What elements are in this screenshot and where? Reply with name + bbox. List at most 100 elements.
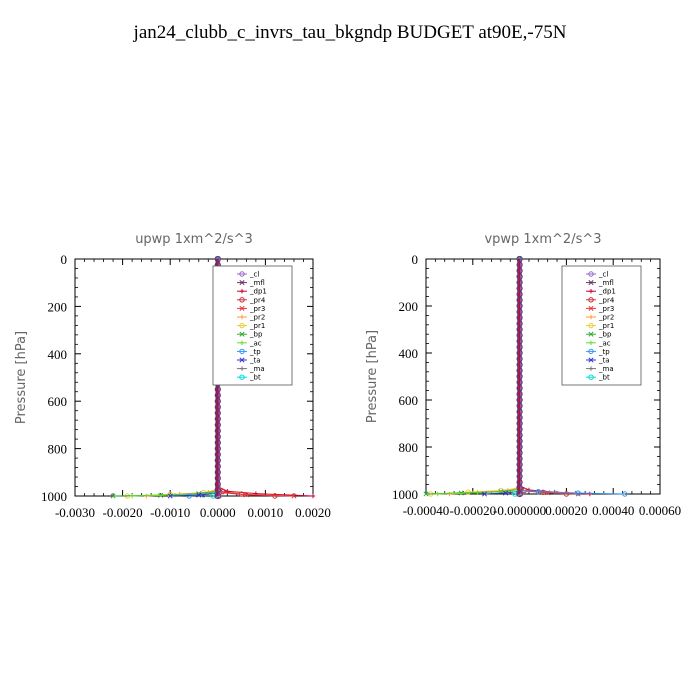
zero-profile-point-1-32 — [516, 443, 523, 451]
y-tick-label-0-0: 0 — [61, 252, 68, 267]
x-tick-label-0-5: 0.0020 — [295, 505, 331, 520]
series-line-0-10 — [170, 259, 219, 497]
y-tick-label-1-1: 200 — [399, 299, 419, 314]
zero-profile-point-1-27 — [516, 414, 523, 421]
zero-profile-point-1-3 — [516, 273, 523, 280]
zero-profile-point-1-8 — [516, 302, 523, 310]
series-point-0-8-1 — [172, 492, 178, 498]
zero-profile-point-1-26 — [516, 408, 523, 415]
y-tick-label-0-1: 200 — [48, 299, 68, 314]
legend-label-1-5: _pr2 — [598, 314, 614, 322]
legend-label-0-2: _dp1 — [249, 288, 267, 296]
zero-profile-point-0-35 — [214, 463, 221, 470]
zero-profile-point-1-20 — [516, 373, 523, 380]
series-point-1-9-1 — [575, 490, 581, 496]
legend-label-0-6: _pr1 — [249, 322, 265, 330]
series-point-1-10-1 — [503, 490, 509, 496]
series-point-0-10-0 — [167, 493, 173, 499]
zero-profile-point-0-22 — [214, 386, 221, 393]
legend-label-1-10: _ta — [598, 357, 610, 365]
legend-marker-0-2 — [239, 289, 245, 294]
zero-profile-point-1-17 — [516, 355, 523, 362]
x-tick-label-1-5: 0.00060 — [639, 503, 681, 518]
zero-profile-point-0-23 — [214, 392, 221, 399]
zero-profile-point-1-35 — [516, 461, 523, 468]
y-tick-label-0-4: 800 — [48, 442, 68, 457]
legend-box-0 — [212, 265, 293, 386]
zero-profile-point-1-14 — [516, 338, 523, 345]
series-point-0-8-0 — [129, 493, 135, 499]
x-tick-label-0-3: 0.0000 — [200, 505, 236, 520]
zero-profile-point-1-1 — [516, 261, 523, 268]
zero-profile-point-1-36 — [516, 467, 523, 474]
zero-profile-point-1-30 — [516, 432, 523, 439]
series-line-1-5 — [449, 259, 521, 495]
legend-marker-1-0 — [588, 271, 594, 277]
zero-profile-point-1-21 — [516, 379, 523, 386]
x-tick-label-1-0: -0.00040 — [403, 503, 450, 518]
x-tick-label-0-0: -0.0030 — [55, 505, 95, 520]
zero-profile-point-0-39 — [214, 486, 221, 494]
legend-marker-1-3 — [588, 297, 594, 303]
legend-marker-0-4 — [239, 305, 245, 311]
legend-label-1-1: _mfl — [598, 279, 614, 287]
zero-profile-point-1-6 — [516, 291, 523, 298]
series-point-1-8-1 — [475, 490, 480, 496]
plot-frame-1 — [425, 258, 661, 495]
series-point-0-4-1 — [243, 492, 249, 498]
x-tick-label-0-4: 0.0010 — [248, 505, 284, 520]
zero-profile-point-1-18 — [516, 361, 523, 368]
legend-label-0-10: _ta — [249, 357, 261, 365]
y-tick-label-1-2: 400 — [399, 346, 419, 361]
zero-profile-point-0-24 — [214, 398, 221, 405]
series-line-1-8 — [437, 259, 521, 495]
legend-label-0-11: _ma — [249, 365, 265, 373]
series-point-1-10-0 — [481, 491, 488, 497]
panel-title-1: vpwp 1xm^2/s^3 — [484, 232, 601, 247]
legend-marker-1-9 — [588, 348, 594, 355]
legend-label-1-6: _pr1 — [598, 322, 614, 330]
x-tick-label-0-1: -0.0020 — [103, 505, 143, 520]
legend-marker-0-11 — [239, 366, 245, 371]
x-tick-label-1-1: -0.00020 — [450, 503, 497, 518]
series-line-1-7 — [425, 259, 521, 495]
zero-profile-point-1-33 — [516, 449, 523, 456]
legend-marker-0-9 — [239, 348, 245, 355]
legend-label-0-7: _bp — [249, 331, 263, 339]
series-line-1-6 — [430, 259, 521, 495]
zero-profile-point-1-38 — [516, 479, 523, 486]
zero-profile-point-0-0 — [214, 255, 221, 263]
zero-profile-point-0-36 — [214, 469, 221, 476]
x-tick-label-1-2: -0.000000 — [493, 503, 546, 518]
legend-label-1-2: _dp1 — [598, 288, 616, 296]
series-line-0-5 — [146, 259, 219, 497]
series-point-0-4-0 — [291, 493, 297, 499]
zero-profile-point-1-11 — [516, 320, 523, 327]
zero-profile-point-1-7 — [516, 297, 523, 304]
legend-label-1-12: _bt — [598, 374, 610, 382]
legend-marker-0-12 — [239, 374, 245, 380]
series-point-1-6-1 — [465, 489, 471, 495]
series-line-1-10 — [484, 259, 521, 495]
y-tick-label-1-4: 800 — [399, 440, 419, 455]
series-point-0-10-1 — [196, 492, 202, 498]
y-tick-label-0-5: 1000 — [41, 489, 67, 504]
zero-profile-point-1-13 — [516, 332, 523, 339]
zero-profile-point-1-10 — [516, 314, 523, 321]
legend-label-0-1: _mfl — [249, 279, 265, 287]
legend-marker-0-3 — [239, 297, 245, 303]
legend-label-0-0: _cl — [249, 271, 259, 279]
series-point-0-9-0 — [186, 493, 192, 499]
series-point-1-6-2 — [498, 487, 504, 494]
legend-marker-1-10 — [588, 357, 594, 363]
legend-box-1 — [561, 265, 642, 386]
zero-profile-point-0-26 — [214, 409, 221, 417]
series-point-1-4-1 — [545, 490, 551, 496]
y-tick-label-1-0: 0 — [412, 252, 419, 267]
legend-marker-0-5 — [239, 314, 245, 320]
legend-marker-1-8 — [588, 340, 594, 345]
legend-label-1-9: _tp — [598, 348, 610, 356]
y-axis-label-0: Pressure [hPa] — [14, 331, 29, 424]
zero-profile-point-1-9 — [516, 308, 523, 315]
